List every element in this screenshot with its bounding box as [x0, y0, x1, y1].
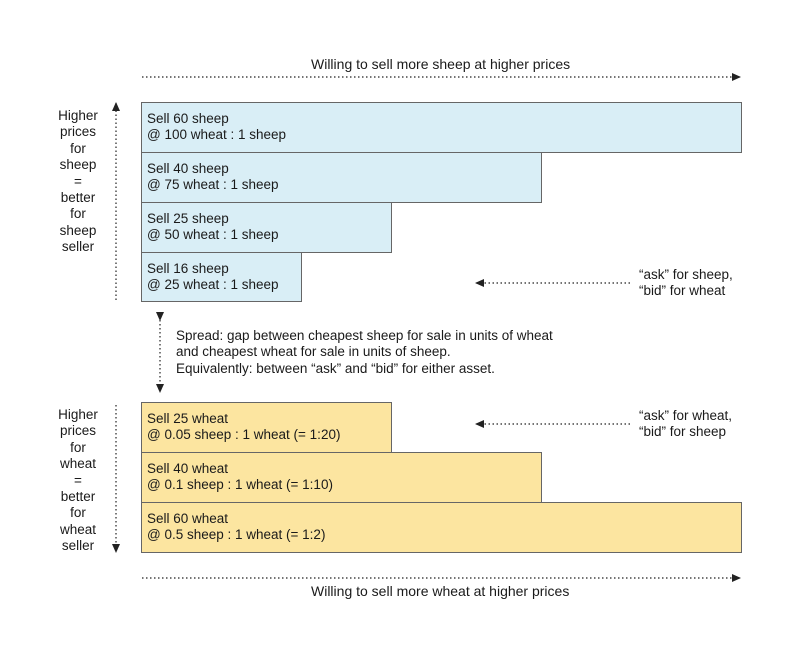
spread-note-line: Spread: gap between cheapest sheep for s…: [176, 328, 553, 343]
sheep-side-label-line: seller: [61, 239, 95, 255]
order-price-text: @ 0.05 sheep : 1 wheat (= 1:20): [147, 427, 341, 442]
spread-note-line: and cheapest wheat for sale in units of …: [176, 344, 451, 360]
wheat-side-label-line: Higher: [58, 407, 98, 422]
wheat-side-label-line: for: [70, 505, 86, 521]
sheep-order-bar: Sell 40 sheep @ 75 wheat : 1 sheep: [141, 152, 542, 203]
top-caption: Willing to sell more sheep at higher pri…: [311, 56, 571, 72]
order-quantity-text: Sell 25 wheat: [147, 411, 229, 426]
order-price-text: @ 0.1 sheep : 1 wheat (= 1:10): [147, 477, 333, 492]
order-price-text: @ 0.5 sheep : 1 wheat (= 1:2): [147, 527, 326, 542]
sheep-side-label: Higher prices for sheep = better for she…: [48, 108, 108, 256]
wheat-order-bar: Sell 60 wheat @ 0.5 sheep : 1 wheat (= 1…: [141, 502, 742, 553]
order-price-text: @ 25 wheat : 1 sheep: [147, 277, 279, 292]
sheep-side-label-line: =: [74, 173, 82, 189]
wheat-side-label-line: =: [74, 472, 82, 488]
ask-wheat-note-line: “bid” for sheep: [639, 424, 727, 440]
sheep-side-label-line: prices: [59, 124, 96, 140]
order-quantity-text: Sell 16 sheep: [147, 261, 229, 276]
ask-sheep-note-line: “bid” for wheat: [639, 283, 726, 299]
order-quantity-text: Sell 25 sheep: [147, 211, 229, 226]
sheep-side-label-line: sheep: [59, 222, 97, 238]
wheat-side-label-line: wheat: [59, 521, 97, 537]
wheat-side-label-line: seller: [61, 538, 95, 554]
wheat-order-bar: Sell 25 wheat @ 0.05 sheep : 1 wheat (= …: [141, 402, 392, 453]
ask-wheat-note: “ask” for wheat, “bid” for sheep: [639, 408, 732, 441]
order-quantity-text: Sell 60 wheat: [147, 511, 229, 526]
sheep-side-label-line: for: [70, 140, 86, 156]
sheep-side-label-line: better: [60, 190, 96, 206]
order-price-text: @ 50 wheat : 1 sheep: [147, 227, 279, 242]
wheat-side-label-line: prices: [59, 423, 96, 439]
wheat-side-label-line: for: [70, 439, 86, 455]
sheep-order-bar: Sell 60 sheep @ 100 wheat : 1 sheep: [141, 102, 742, 153]
order-price-text: @ 75 wheat : 1 sheep: [147, 177, 279, 192]
wheat-side-label: Higher prices for wheat = better for whe…: [48, 407, 108, 555]
sheep-order-bar: Sell 16 sheep @ 25 wheat : 1 sheep: [141, 252, 302, 302]
sheep-side-label-line: sheep: [59, 157, 97, 173]
sheep-side-label-line: Higher: [58, 108, 98, 123]
order-price-text: @ 100 wheat : 1 sheep: [147, 127, 287, 142]
ask-sheep-note: “ask” for sheep, “bid” for wheat: [639, 267, 733, 300]
sheep-order-bar: Sell 25 sheep @ 50 wheat : 1 sheep: [141, 202, 392, 253]
wheat-side-label-line: wheat: [59, 456, 97, 472]
spread-note-line: Equivalently: between “ask” and “bid” fo…: [176, 360, 495, 376]
order-quantity-text: Sell 60 sheep: [147, 111, 229, 126]
wheat-order-bar: Sell 40 wheat @ 0.1 sheep : 1 wheat (= 1…: [141, 452, 542, 503]
bottom-caption: Willing to sell more wheat at higher pri…: [311, 583, 570, 599]
order-quantity-text: Sell 40 sheep: [147, 161, 229, 176]
ask-wheat-note-line: “ask” for wheat,: [639, 408, 733, 423]
sheep-side-label-line: for: [70, 206, 86, 222]
ask-sheep-note-line: “ask” for sheep,: [639, 267, 733, 282]
spread-note: Spread: gap between cheapest sheep for s…: [176, 328, 553, 377]
wheat-side-label-line: better: [60, 489, 96, 505]
order-quantity-text: Sell 40 wheat: [147, 461, 229, 476]
